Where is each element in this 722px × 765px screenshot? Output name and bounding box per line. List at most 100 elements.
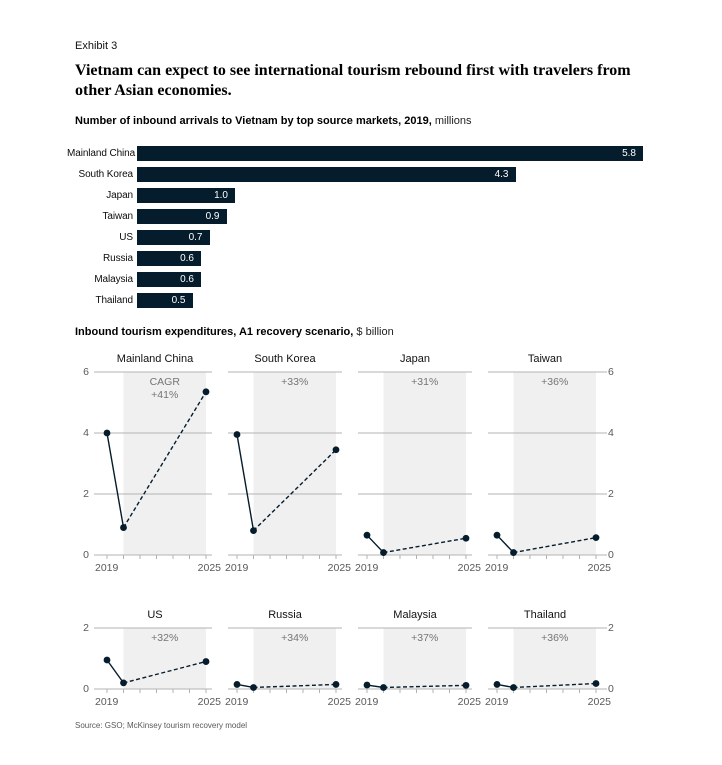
x-axis-label-end: 2025 (327, 562, 351, 574)
mini-chart-plot: +37% (358, 627, 472, 694)
bar-row: Mainland China 5.8 (67, 146, 662, 161)
data-point-2019 (103, 429, 111, 437)
mini-chart-mainland-china: Mainland China CAGR +41% 2019 2025 (94, 353, 221, 575)
data-point-2020 (510, 684, 517, 691)
x-axis-label-end: 2025 (457, 562, 481, 574)
y-axis-label-left-2: 2 (83, 622, 89, 634)
series-line-dashed (123, 660, 207, 684)
cagr-label: +36% (514, 632, 597, 645)
bar-row: Russia 0.6 (67, 251, 662, 266)
cagr-value: +33% (281, 376, 309, 388)
bar-value-label: 0.6 (180, 253, 194, 264)
line-chart-row-1: Mainland China CAGR +41% 2019 2025 South Kore… (75, 353, 662, 575)
x-axis-label-start: 2019 (355, 562, 379, 574)
source-note: Source: GSO; McKinsey tourism recovery m… (75, 721, 248, 730)
x-axis-label-start: 2019 (95, 696, 119, 708)
x-axis-label-start: 2019 (355, 696, 379, 708)
y-axis-label-right-4: 4 (608, 427, 614, 439)
bar: 0.6 (137, 272, 201, 287)
y-axis-label-right-2: 2 (608, 488, 614, 500)
bar-value-label: 1.0 (214, 190, 228, 201)
y-axis-label-left-4: 4 (83, 427, 89, 439)
mini-chart-canvas (358, 627, 472, 693)
data-point-2019 (363, 681, 371, 689)
y-axis-label-right-0: 0 (608, 683, 614, 695)
forecast-band (253, 628, 336, 689)
bar-row: Thailand 0.5 (67, 293, 662, 308)
x-axis-label-start: 2019 (225, 696, 249, 708)
x-axis-labels: 2019 2025 (225, 696, 351, 709)
x-axis-label-end: 2025 (197, 562, 221, 574)
mini-chart-title: Russia (268, 609, 302, 621)
mini-chart-title: Taiwan (527, 353, 563, 365)
bar-value-label: 0.7 (188, 232, 203, 243)
x-axis-label-start: 2019 (485, 562, 509, 574)
data-point-2025 (202, 658, 210, 665)
data-point-2020 (120, 679, 127, 687)
mini-chart-canvas (358, 371, 472, 559)
cagr-label: +36% (514, 376, 597, 389)
bar: 4.3 (137, 167, 516, 182)
mini-chart-malaysia: Malaysia +37% 2019 2025 (355, 609, 481, 709)
mini-chart-thailand: Thailand +36% 2019 2025 (485, 609, 611, 709)
x-axis-label-end: 2025 (197, 696, 221, 708)
series-line-dashed (383, 537, 467, 554)
y-axis-label-right-2: 2 (608, 622, 614, 634)
series-line-solid (496, 534, 515, 554)
forecast-band (123, 372, 206, 555)
mini-chart-canvas (94, 371, 212, 559)
mini-chart-plot: +36% (488, 371, 607, 560)
cagr-value: +36% (541, 376, 569, 388)
x-axis-labels: 2019 2025 (95, 562, 221, 575)
mini-charts-row-1: Mainland China CAGR +41% 2019 2025 South Kore… (94, 353, 662, 575)
x-axis-labels: 2019 2025 (485, 696, 611, 709)
x-axis-labels: 2019 2025 (95, 696, 221, 709)
mini-chart-japan: Japan +31% 2019 2025 (355, 353, 481, 575)
series-line-solid (106, 432, 125, 528)
bar-row: US 0.7 (67, 230, 662, 245)
y-axis-label-right-6: 6 (608, 366, 614, 378)
data-point-2019 (233, 681, 241, 688)
mini-chart-title: Mainland China (116, 353, 194, 365)
x-axis-label-end: 2025 (587, 562, 611, 574)
data-point-2020 (380, 549, 387, 556)
data-point-2025 (202, 388, 210, 396)
bar-value-label: 5.8 (622, 148, 636, 159)
series-line-dashed (122, 391, 207, 528)
cagr-value: +31% (411, 376, 439, 388)
cagr-value: +32% (151, 632, 179, 644)
bar-row: Taiwan 0.9 (67, 209, 662, 224)
bar-category-label: Mainland China (67, 148, 136, 159)
cagr-value: +34% (281, 632, 309, 644)
arrivals-bar-chart: Mainland China 5.8 South Korea 4.3 Japan 1.0 T… (67, 146, 662, 308)
x-axis-labels: 2019 2025 (485, 562, 611, 575)
cagr-value: +36% (541, 632, 569, 644)
data-point-2019 (103, 656, 111, 664)
data-point-2025 (592, 680, 600, 687)
mini-chart-plot: +36% (488, 627, 607, 694)
x-axis-label-start: 2019 (95, 562, 119, 574)
mini-chart-russia: Russia +34% 2019 2025 (225, 609, 351, 709)
y-axis-label-left-0: 0 (83, 549, 89, 561)
exhibit-label: Exhibit 3 (75, 40, 118, 52)
forecast-band (513, 372, 596, 555)
mini-chart-taiwan: Taiwan +36% 2019 2025 (485, 353, 611, 575)
bar-chart-title-unit: millions (431, 115, 472, 127)
x-axis-label-start: 2019 (225, 562, 249, 574)
cagr-label: +34% (254, 632, 337, 645)
series-line-dashed (253, 683, 337, 689)
cagr-label: +37% (384, 632, 467, 645)
bar: 0.9 (137, 209, 227, 224)
y-axis-label-right-0: 0 (608, 549, 614, 561)
line-chart-row-2: US +32% 2019 2025 Russia +34% 2019 2025 Malaysia… (75, 609, 662, 709)
series-line-dashed (513, 536, 597, 554)
data-point-2019 (493, 531, 501, 539)
mini-chart-canvas (488, 371, 607, 559)
x-axis-labels: 2019 2025 (355, 562, 481, 575)
data-point-2020 (380, 684, 387, 691)
mini-chart-plot: +34% (228, 627, 342, 694)
bar-chart-title-bold: Number of inbound arrivals to Vietnam by… (75, 115, 432, 127)
bar: 0.7 (137, 230, 210, 245)
data-point-2025 (332, 446, 340, 454)
cagr-label: CAGR +41% (124, 376, 207, 402)
